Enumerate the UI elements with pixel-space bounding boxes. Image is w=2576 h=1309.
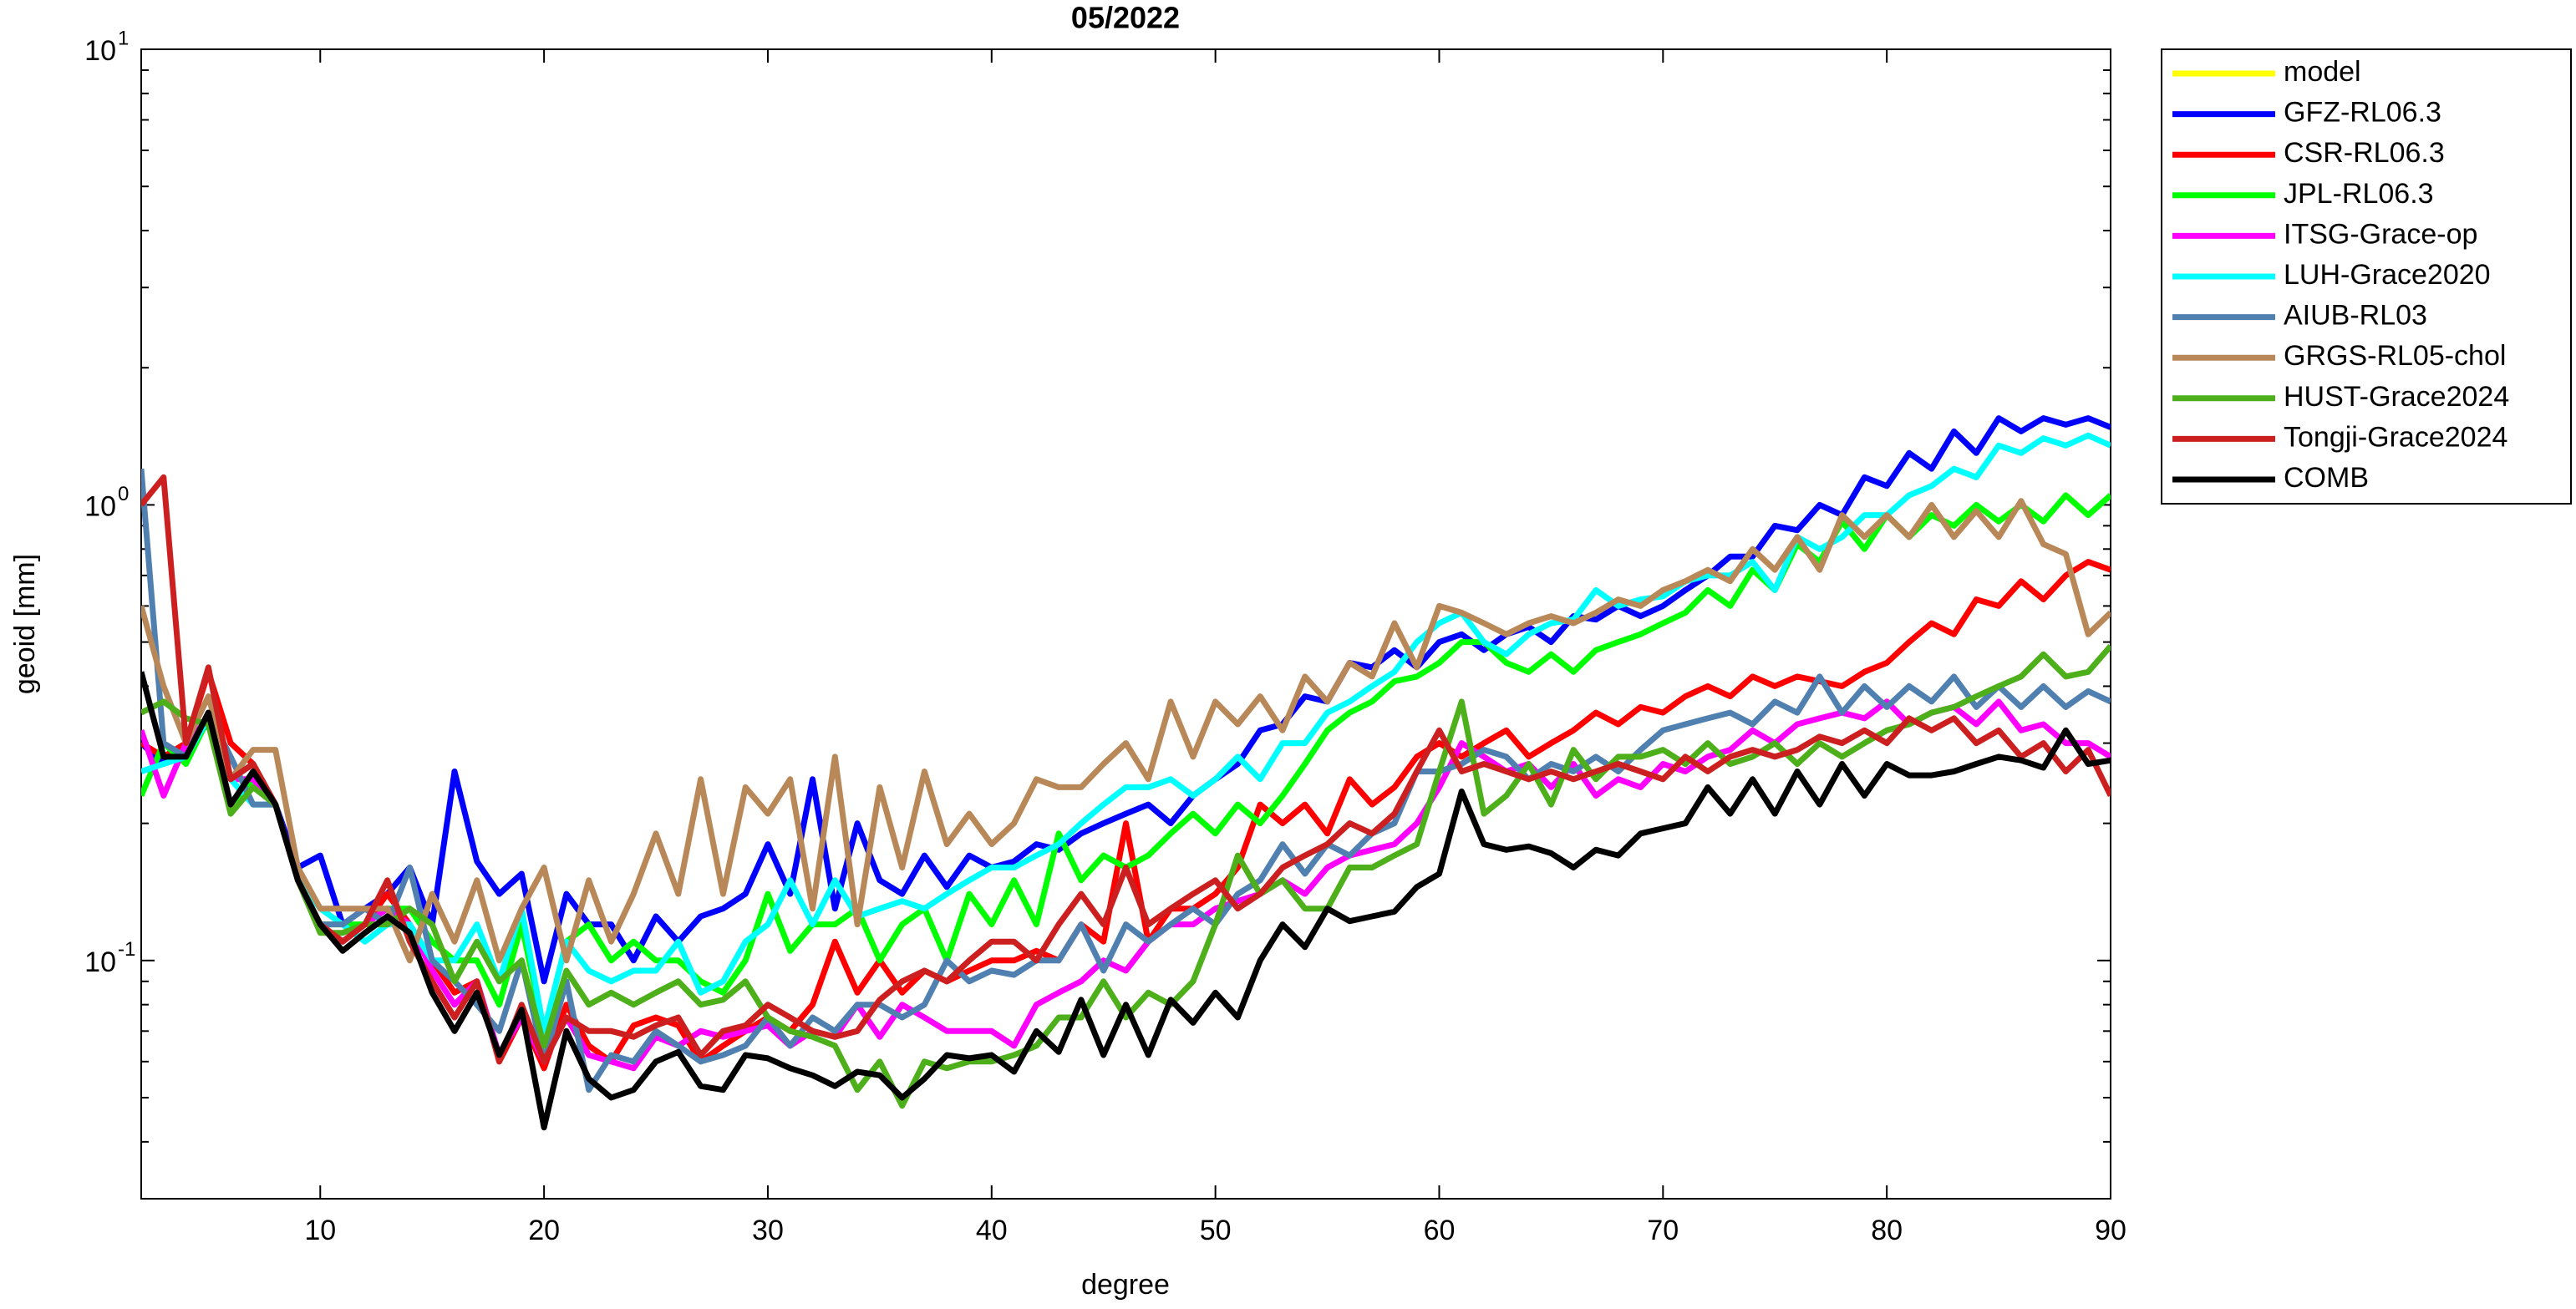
y-axis-label: geoid [mm] — [9, 554, 41, 694]
x-tick-label: 90 — [2095, 1215, 2126, 1246]
x-axis-label: degree — [1081, 1269, 1170, 1301]
y-tick-exponent: 1 — [118, 27, 129, 49]
legend: model GFZ-RL06.3 CSR-RL06.3 JPL-RL06.3 ITSG-… — [2161, 48, 2572, 505]
x-tick-label: 20 — [528, 1215, 560, 1246]
legend-label: ITSG-Grace-op — [2284, 218, 2477, 250]
series-group — [141, 415, 2111, 1131]
series-line — [141, 671, 2111, 1131]
series-line — [141, 432, 2111, 1034]
x-tick-label: 10 — [304, 1215, 336, 1246]
x-tick-label: 40 — [976, 1215, 1008, 1246]
series-line — [141, 474, 2111, 1065]
legend-label: JPL-RL06.3 — [2284, 178, 2434, 210]
y-tick-exponent: -1 — [118, 938, 135, 961]
legend-label: model — [2284, 56, 2361, 88]
x-tick-label: 50 — [1200, 1215, 1232, 1246]
legend-label: AIUB-RL03 — [2284, 300, 2427, 332]
x-tick-label: 60 — [1424, 1215, 1456, 1246]
legend-label: COMB — [2284, 462, 2369, 494]
legend-label: HUST-Grace2024 — [2284, 381, 2509, 413]
x-tick-label: 80 — [1871, 1215, 1903, 1246]
legend-label: GRGS-RL05-chol — [2284, 340, 2506, 372]
y-tick-exponent: 0 — [118, 483, 129, 505]
legend-label: CSR-RL06.3 — [2284, 137, 2445, 169]
legend-label: Tongji-Grace2024 — [2284, 421, 2507, 453]
chart-title: 05/2022 — [1071, 1, 1180, 35]
series-line — [141, 415, 2111, 985]
legend-label: GFZ-RL06.3 — [2284, 97, 2441, 129]
y-tick-label: 10 — [84, 35, 116, 67]
axes-box — [140, 48, 2111, 1200]
x-tick-label: 30 — [752, 1215, 784, 1246]
y-tick-label: 10 — [84, 946, 116, 978]
x-tick-label: 70 — [1647, 1215, 1679, 1246]
series-line — [141, 644, 2111, 1109]
legend-label: LUH-Grace2020 — [2284, 259, 2491, 291]
y-tick-label: 10 — [84, 490, 116, 522]
series-line — [141, 498, 2111, 964]
